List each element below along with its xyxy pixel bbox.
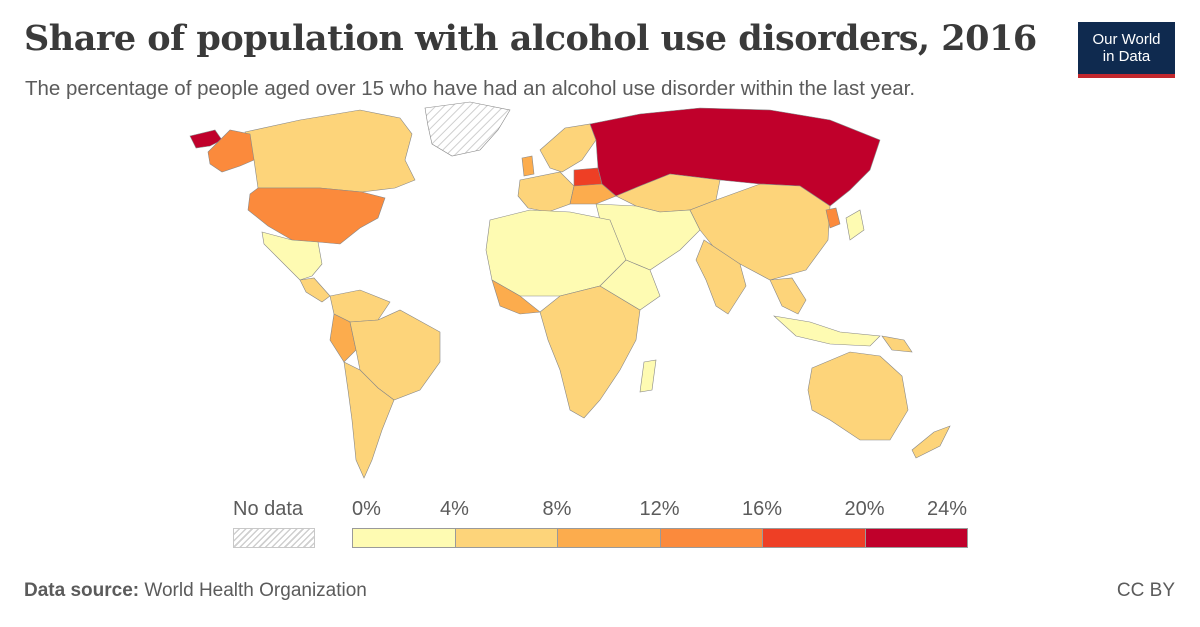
country-peru[interactable] (329, 313, 357, 363)
country-korea[interactable] (825, 207, 841, 229)
country-usa-alaska[interactable] (207, 129, 255, 173)
country-new-zealand[interactable] (911, 425, 951, 459)
country-china[interactable] (689, 183, 831, 281)
country-india[interactable] (695, 239, 747, 315)
legend-tick-label: 12% (639, 498, 680, 520)
country-indonesia[interactable] (773, 315, 881, 347)
logo-line-1: Our World (1092, 31, 1161, 48)
country-west-africa[interactable] (491, 279, 541, 315)
legend-tick-label: 20% (844, 498, 885, 520)
chart-title: Share of population with alcohol use dis… (24, 18, 1037, 59)
legend-bin[interactable] (557, 528, 661, 548)
country-southern-cone[interactable] (343, 361, 395, 479)
chart-subtitle: The percentage of people aged over 15 wh… (25, 77, 916, 100)
country-papua-new-guinea[interactable] (881, 335, 913, 353)
legend-bin[interactable] (864, 528, 968, 548)
legend-no-data-swatch[interactable] (233, 528, 315, 548)
country-usa[interactable] (247, 187, 386, 245)
footer-license[interactable]: CC BY (1116, 580, 1175, 601)
country-southeast-asia[interactable] (769, 277, 807, 315)
country-brazil[interactable] (349, 309, 441, 401)
country-uk[interactable] (521, 155, 535, 177)
country-japan[interactable] (845, 209, 865, 241)
country-mexico[interactable] (261, 231, 323, 281)
country-western-europe[interactable] (517, 171, 575, 213)
country-east-africa[interactable] (599, 259, 661, 311)
country-central-southern-africa[interactable] (539, 285, 641, 419)
legend-tick-label: 0% (352, 498, 381, 520)
legend-no-data-label: No data (233, 498, 304, 520)
legend-tick-label: 24% (926, 498, 967, 520)
country-australia[interactable] (807, 351, 909, 441)
country-ukraine[interactable] (569, 183, 617, 205)
owid-logo[interactable]: Our World in Data (1078, 22, 1175, 78)
country-scandinavia[interactable] (539, 123, 597, 173)
legend-tick-label: 16% (741, 498, 783, 520)
footer-source: Data source: World Health Organization (24, 580, 367, 602)
legend-bin[interactable] (352, 528, 456, 548)
color-legend: No data 0% 4% 8% 12% 16% 20% 24% (0, 490, 1200, 560)
country-madagascar[interactable] (639, 359, 657, 393)
country-central-america[interactable] (299, 277, 331, 303)
country-canada[interactable] (244, 109, 416, 193)
world-map[interactable] (0, 100, 1200, 490)
legend-tick-label: 4% (440, 498, 469, 520)
source-value[interactable]: World Health Organization (144, 580, 367, 601)
country-alaska[interactable] (189, 129, 223, 149)
logo-line-2: in Data (1102, 48, 1151, 65)
source-label: Data source: (24, 580, 140, 601)
country-greenland[interactable] (424, 101, 511, 157)
legend-bin[interactable] (454, 528, 558, 548)
legend-bin[interactable] (659, 528, 763, 548)
legend-bin[interactable] (762, 528, 866, 548)
legend-tick-label: 8% (542, 498, 572, 520)
